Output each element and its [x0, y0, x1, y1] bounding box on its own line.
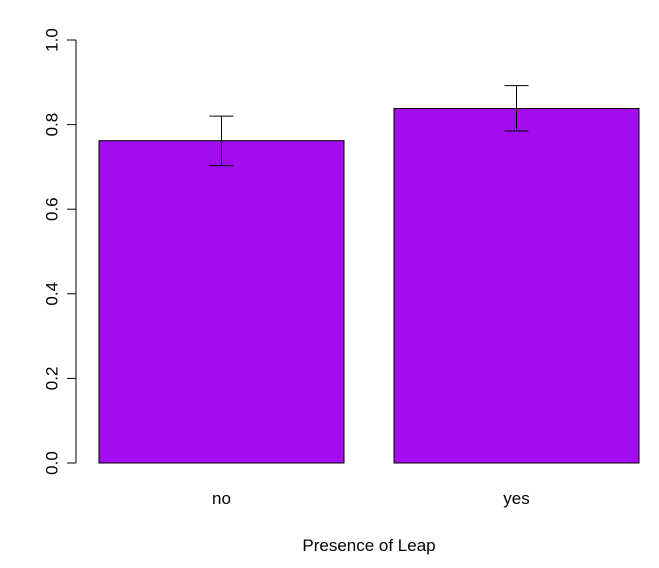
category-labels: no yes	[212, 489, 530, 508]
y-tick-label: 0.4	[43, 282, 62, 306]
y-tick-label: 0.0	[43, 451, 62, 475]
y-tick-label: 0.6	[43, 197, 62, 221]
y-tick-label: 0.8	[43, 113, 62, 137]
bar-no	[98, 140, 345, 464]
error-bar-yes	[504, 85, 529, 132]
y-tick-label: 1.0	[43, 28, 62, 52]
x-axis-title: Presence of Leap	[302, 536, 435, 555]
category-label-no: no	[212, 489, 231, 508]
error-bars	[209, 85, 529, 167]
bars	[98, 108, 640, 464]
y-axis: 0.0 0.2 0.4 0.6 0.8 1.0	[43, 28, 77, 475]
category-label-yes: yes	[503, 489, 529, 508]
error-bar-no	[209, 115, 234, 167]
y-tick-label: 0.2	[43, 367, 62, 391]
bar-yes	[393, 108, 640, 464]
